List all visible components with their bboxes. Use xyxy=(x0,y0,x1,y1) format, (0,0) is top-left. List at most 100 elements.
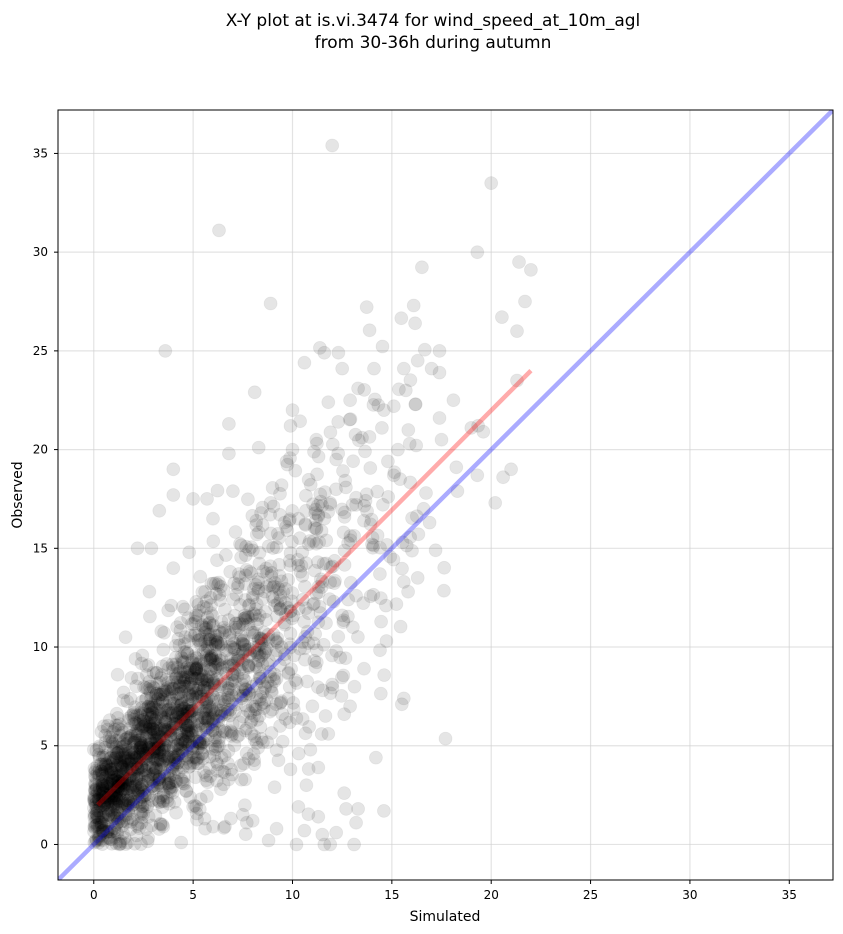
data-point xyxy=(117,754,132,768)
data-point xyxy=(292,531,307,545)
data-point xyxy=(238,723,253,738)
data-point xyxy=(238,610,253,625)
data-point xyxy=(100,795,115,810)
data-point xyxy=(343,412,358,427)
data-point xyxy=(123,761,138,776)
data-point xyxy=(193,792,208,807)
data-point xyxy=(176,712,191,727)
data-point xyxy=(154,758,169,772)
data-point xyxy=(227,608,242,623)
data-point xyxy=(306,497,320,512)
data-point xyxy=(98,792,113,806)
data-point xyxy=(147,778,162,793)
data-point xyxy=(337,707,352,722)
data-point xyxy=(351,381,366,396)
data-point xyxy=(318,709,333,723)
data-point xyxy=(119,762,134,777)
data-point xyxy=(87,819,102,834)
data-point xyxy=(238,772,253,787)
data-point xyxy=(408,397,423,412)
data-point xyxy=(177,679,192,694)
data-point xyxy=(377,668,392,682)
data-point xyxy=(313,572,328,587)
data-point xyxy=(291,558,306,573)
data-point xyxy=(91,785,105,800)
data-point xyxy=(311,509,326,523)
data-point xyxy=(190,812,204,827)
data-point xyxy=(220,683,235,698)
data-point xyxy=(317,511,332,526)
data-point xyxy=(212,223,226,238)
data-point xyxy=(92,830,106,845)
data-point xyxy=(142,609,157,624)
data-point xyxy=(285,611,300,626)
data-point xyxy=(102,822,117,837)
data-point xyxy=(160,681,175,695)
data-point xyxy=(206,711,221,725)
data-point xyxy=(204,670,218,684)
data-point xyxy=(242,660,257,674)
data-point xyxy=(198,620,213,635)
data-point xyxy=(210,635,225,650)
data-point xyxy=(198,732,213,747)
data-point xyxy=(100,779,115,793)
data-point xyxy=(337,510,352,524)
data-point xyxy=(155,722,170,737)
data-point xyxy=(259,612,274,627)
data-point xyxy=(110,775,125,789)
data-point xyxy=(206,511,220,526)
data-point xyxy=(197,680,212,695)
data-point xyxy=(191,657,206,672)
data-point xyxy=(97,790,112,805)
data-point xyxy=(97,778,112,793)
data-point xyxy=(109,750,123,765)
data-point xyxy=(233,758,248,773)
data-point xyxy=(133,741,147,756)
data-point xyxy=(224,725,239,740)
data-point xyxy=(141,737,156,752)
data-point xyxy=(237,611,251,626)
x-tick-label: 5 xyxy=(189,888,197,902)
data-point xyxy=(148,694,163,709)
data-point xyxy=(277,615,292,630)
data-point xyxy=(170,660,185,675)
data-point xyxy=(96,759,111,774)
data-point xyxy=(174,710,189,725)
data-point xyxy=(161,603,176,618)
data-point xyxy=(135,810,149,825)
data-point xyxy=(396,361,411,376)
data-point xyxy=(94,774,109,789)
data-point xyxy=(109,706,124,721)
data-point xyxy=(245,508,260,523)
data-point xyxy=(196,735,211,750)
data-point xyxy=(95,824,110,838)
data-point xyxy=(153,687,168,702)
data-point xyxy=(102,755,117,769)
data-point xyxy=(156,642,171,657)
data-point xyxy=(191,681,206,696)
data-point xyxy=(189,608,204,622)
data-point xyxy=(153,753,168,768)
data-point xyxy=(181,704,196,718)
data-point xyxy=(173,738,188,752)
data-point xyxy=(206,576,221,591)
data-point xyxy=(170,737,185,752)
data-point xyxy=(286,608,301,623)
data-point xyxy=(111,772,126,786)
data-point xyxy=(310,555,325,569)
data-point xyxy=(194,689,209,704)
data-point xyxy=(136,712,151,727)
data-point xyxy=(118,808,133,822)
data-point xyxy=(109,768,124,783)
data-point xyxy=(114,750,129,765)
data-point xyxy=(184,617,199,631)
data-point xyxy=(167,731,182,745)
data-point xyxy=(190,756,205,771)
data-point xyxy=(297,652,312,667)
data-point xyxy=(242,642,257,657)
data-point xyxy=(185,653,199,667)
data-point xyxy=(269,671,284,686)
data-point xyxy=(242,649,256,663)
data-point xyxy=(133,782,148,797)
data-point xyxy=(166,758,181,772)
